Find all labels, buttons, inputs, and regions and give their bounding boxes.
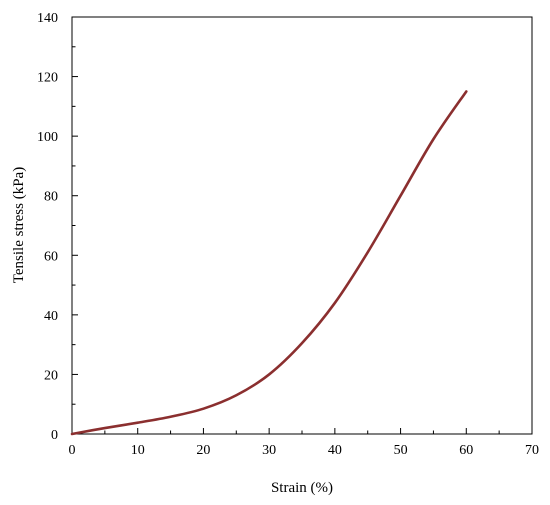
x-tick-label: 10 xyxy=(131,443,145,458)
y-tick-label: 120 xyxy=(37,71,58,86)
x-tick-label: 30 xyxy=(262,443,276,458)
series-line-0 xyxy=(70,90,468,436)
y-tick-label: 20 xyxy=(44,368,58,383)
y-tick-label: 140 xyxy=(37,11,58,26)
minor-ticks xyxy=(72,46,500,434)
y-tick-label: 40 xyxy=(44,309,58,324)
y-tick-labels: 0 20 40 60 80 100 120 140 xyxy=(37,11,58,443)
x-tick-label: 60 xyxy=(459,443,473,458)
y-axis-title: Tensile stress (kPa) xyxy=(11,167,27,283)
y-tick-label: 60 xyxy=(44,249,58,264)
x-axis-title: Strain (%) xyxy=(271,480,333,496)
plot-area xyxy=(71,16,533,435)
x-tick-label: 0 xyxy=(69,443,76,458)
x-tick-label: 70 xyxy=(525,443,539,458)
series-layer xyxy=(70,90,468,436)
x-tick-label: 50 xyxy=(394,443,408,458)
y-tick-label: 0 xyxy=(51,428,58,443)
x-tick-labels: 0 10 20 30 40 50 60 70 xyxy=(69,443,540,458)
y-tick-label: 100 xyxy=(37,130,58,145)
x-tick-label: 20 xyxy=(196,443,210,458)
y-tick-label: 80 xyxy=(44,190,58,205)
x-tick-label: 40 xyxy=(328,443,342,458)
plot-frame xyxy=(71,16,533,435)
major-ticks xyxy=(71,16,533,435)
